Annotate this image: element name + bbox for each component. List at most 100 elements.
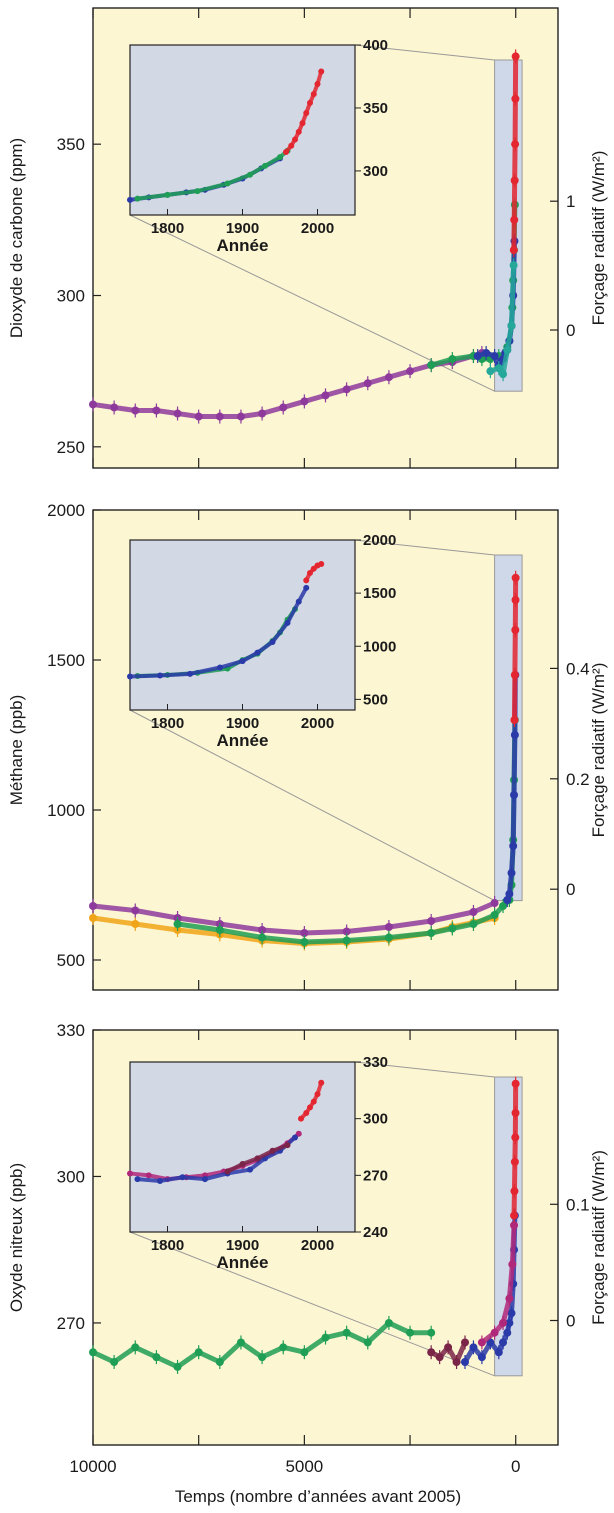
y-axis-label: Oxyde nitreux (ppb) <box>7 1163 26 1312</box>
data-point <box>342 1328 351 1337</box>
data-point <box>363 1338 372 1347</box>
y2-tick-label: 1 <box>566 192 575 211</box>
data-point <box>444 1343 453 1352</box>
data-point <box>406 367 415 376</box>
inset-data-point <box>284 1142 291 1149</box>
inset-data-point <box>299 120 306 127</box>
inset-x-axis-label: Année <box>217 236 269 255</box>
inset-data-point <box>247 171 253 178</box>
data-point <box>406 1328 415 1337</box>
inset-series-line <box>129 586 309 679</box>
data-point <box>258 1353 267 1362</box>
data-point <box>508 1260 517 1269</box>
y2-tick-label: 0.1 <box>566 1195 590 1214</box>
data-point <box>469 908 478 916</box>
y2-tick-label: 0 <box>566 880 575 899</box>
data-point <box>152 1353 161 1362</box>
inset-data-point <box>318 561 325 568</box>
data-point <box>173 920 182 928</box>
data-point <box>435 1353 444 1362</box>
data-point <box>477 1353 486 1362</box>
data-point <box>89 914 97 922</box>
inset-x-axis-label: Année <box>217 731 269 750</box>
data-point <box>110 1358 119 1366</box>
x-tick-label: 5000 <box>285 1457 323 1476</box>
inset-data-point <box>134 195 141 202</box>
inset-data-point <box>224 180 231 187</box>
inset-ch4: 1800 1900 2000 500 1000 1500 2000 Année <box>127 532 396 750</box>
inset-x-tick-label: 1800 <box>151 1237 184 1254</box>
data-point <box>236 1338 245 1347</box>
inset-data-point <box>288 142 295 149</box>
inset-data-point <box>303 577 310 584</box>
y2-tick-label: 0 <box>566 321 575 340</box>
inset-data-point <box>284 619 291 626</box>
data-point <box>499 370 508 379</box>
data-point <box>300 397 309 406</box>
inset-series-blue <box>127 584 310 680</box>
data-point <box>89 902 97 910</box>
data-point <box>482 349 491 357</box>
y-tick-label: 300 <box>57 287 85 306</box>
data-point <box>510 1187 519 1196</box>
data-point <box>469 920 478 928</box>
inset-x-tick-label: 1900 <box>226 715 259 732</box>
data-point <box>215 412 224 421</box>
inset-y-tick-label: 1000 <box>363 638 396 655</box>
inset-data-point <box>157 1178 163 1184</box>
series-red <box>509 49 520 258</box>
data-point <box>510 176 519 185</box>
data-point <box>131 906 140 915</box>
data-point <box>494 1348 503 1357</box>
data-point <box>507 869 516 877</box>
data-point <box>461 1358 469 1366</box>
inset-data-point <box>269 1147 276 1154</box>
data-point <box>473 352 482 361</box>
inset-data-point <box>314 81 321 88</box>
data-point <box>511 596 520 604</box>
inset-data-point <box>157 672 163 679</box>
data-point <box>194 1348 203 1357</box>
data-point <box>510 215 519 224</box>
inset-data-point <box>127 1170 133 1177</box>
x-tick-label: 10000 <box>69 1457 116 1476</box>
data-point <box>384 923 393 931</box>
inset-data-point <box>134 1176 141 1183</box>
y2-tick-label: 0 <box>566 1312 575 1331</box>
inset-data-point <box>292 136 298 143</box>
inset-x-axis-label: Année <box>217 1253 269 1272</box>
inset-y-tick-label: 300 <box>363 1111 388 1128</box>
inset-frame <box>129 44 356 216</box>
data-point <box>300 929 309 937</box>
inset-series-red <box>283 68 325 156</box>
y-tick-label: 1500 <box>47 651 85 670</box>
y-tick-label: 2000 <box>47 501 85 520</box>
x-axis-label: Temps (nombre d’années avant 2005) <box>175 1487 461 1506</box>
series-magenta <box>477 1218 519 1350</box>
y2-tick-label: 0.2 <box>566 770 590 789</box>
inset-data-point <box>303 110 310 116</box>
inset-data-point <box>318 68 325 75</box>
inset-y-tick-label: 300 <box>363 163 388 180</box>
inset-series-red <box>303 561 325 584</box>
data-point <box>342 936 351 945</box>
data-point <box>89 1348 97 1357</box>
data-point <box>511 626 520 634</box>
y-axis-label: Méthane (ppb) <box>7 695 26 806</box>
inset-y-tick-label: 2000 <box>363 532 396 549</box>
data-point <box>279 1343 288 1352</box>
inset-data-point <box>164 191 171 198</box>
y-tick-label: 500 <box>57 951 85 970</box>
data-point <box>507 321 516 330</box>
y-axis-label: Dioxyde de carbone (ppm) <box>7 138 26 338</box>
panel-co2: 250 300 350 0 1 Dioxyde de carbone (ppm) Força… <box>7 7 608 469</box>
data-point <box>511 1079 520 1088</box>
data-point <box>505 1294 514 1303</box>
inset-data-point <box>295 1130 302 1137</box>
inset-data-point <box>145 1172 152 1179</box>
inset-series-maroon <box>224 1142 291 1175</box>
data-point <box>511 94 520 103</box>
inset-series-line <box>284 70 324 154</box>
inset-data-point <box>310 91 317 98</box>
